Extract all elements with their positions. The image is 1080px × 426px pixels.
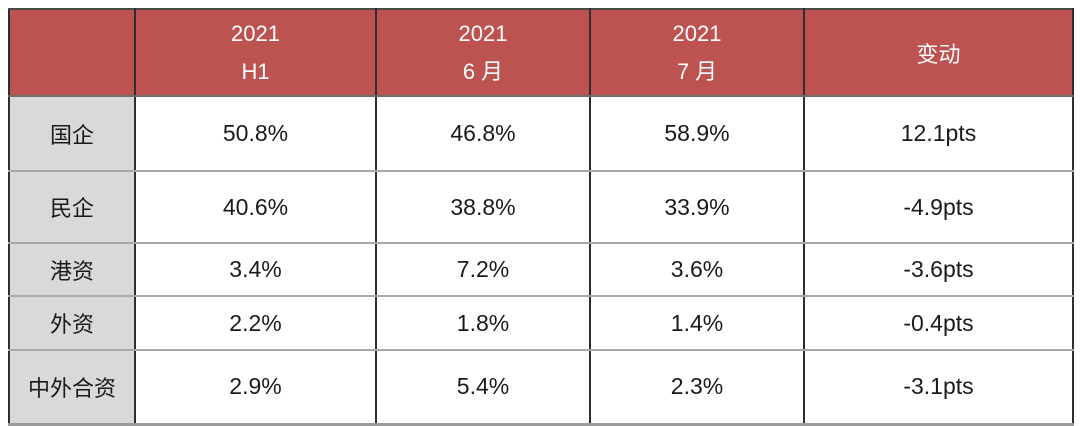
header-period: 6 月 [462, 58, 504, 84]
header-period: 7 月 [676, 58, 718, 84]
value-cell: -0.4pts [803, 295, 1074, 351]
table-header: 2021 H1 2021 6 月 2021 7 月 变动 [8, 8, 1074, 97]
header-year: 2021 [672, 20, 722, 46]
table-row-soe: 国企 50.8% 46.8% 58.9% 12.1pts [8, 95, 1074, 172]
value-cell: 1.4% [589, 295, 805, 351]
row-label: 港资 [8, 242, 136, 297]
value-cell: 5.4% [375, 349, 591, 426]
header-cell-change: 变动 [803, 8, 1074, 97]
value-cell: 46.8% [375, 95, 591, 172]
table-body: 国企 50.8% 46.8% 58.9% 12.1pts 民企 40.6% 38… [8, 95, 1074, 426]
row-label: 中外合资 [8, 349, 136, 426]
value-cell: 58.9% [589, 95, 805, 172]
value-cell: 2.9% [134, 349, 377, 426]
value-cell: 50.8% [134, 95, 377, 172]
header-corner-cell [8, 8, 136, 97]
value-cell: -4.9pts [803, 170, 1074, 244]
table-row-hk-capital: 港资 3.4% 7.2% 3.6% -3.6pts [8, 242, 1074, 297]
table-row-foreign-capital: 外资 2.2% 1.8% 1.4% -0.4pts [8, 295, 1074, 351]
value-cell: 33.9% [589, 170, 805, 244]
value-cell: 12.1pts [803, 95, 1074, 172]
value-cell: 2.3% [589, 349, 805, 426]
value-cell: 3.4% [134, 242, 377, 297]
value-cell: 40.6% [134, 170, 377, 244]
value-cell: -3.1pts [803, 349, 1074, 426]
header-year: 2021 [458, 20, 508, 46]
table-row-joint-venture: 中外合资 2.9% 5.4% 2.3% -3.1pts [8, 349, 1074, 426]
header-row: 2021 H1 2021 6 月 2021 7 月 变动 [8, 8, 1074, 97]
header-cell-2021-jul: 2021 7 月 [589, 8, 805, 97]
header-year: 2021 [231, 20, 280, 46]
header-cell-2021-jun: 2021 6 月 [375, 8, 591, 97]
value-cell: 1.8% [375, 295, 591, 351]
row-label: 民企 [8, 170, 136, 244]
row-label: 外资 [8, 295, 136, 351]
value-cell: 3.6% [589, 242, 805, 297]
value-cell: 7.2% [375, 242, 591, 297]
value-cell: 38.8% [375, 170, 591, 244]
header-cell-2021-h1: 2021 H1 [134, 8, 377, 97]
ownership-share-table: 2021 H1 2021 6 月 2021 7 月 变动 [8, 8, 1074, 426]
table-row-private: 民企 40.6% 38.8% 33.9% -4.9pts [8, 170, 1074, 244]
row-label: 国企 [8, 95, 136, 172]
value-cell: 2.2% [134, 295, 377, 351]
value-cell: -3.6pts [803, 242, 1074, 297]
header-period: H1 [241, 58, 270, 84]
